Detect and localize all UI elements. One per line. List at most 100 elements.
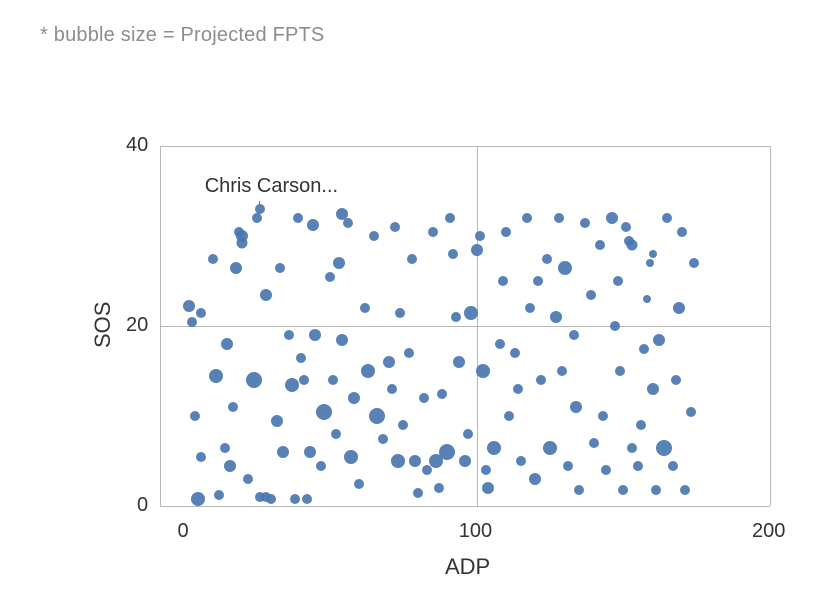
data-bubble[interactable]: [343, 218, 353, 228]
data-bubble[interactable]: [196, 452, 206, 462]
data-bubble[interactable]: [428, 227, 438, 237]
data-bubble[interactable]: [252, 213, 262, 223]
data-bubble[interactable]: [228, 402, 238, 412]
data-bubble[interactable]: [333, 257, 345, 269]
data-bubble[interactable]: [237, 238, 248, 249]
data-bubble[interactable]: [344, 450, 358, 464]
data-bubble[interactable]: [390, 222, 400, 232]
data-bubble[interactable]: [476, 364, 490, 378]
data-bubble[interactable]: [646, 259, 654, 267]
data-bubble[interactable]: [293, 213, 303, 223]
data-bubble[interactable]: [475, 231, 485, 241]
data-bubble[interactable]: [522, 213, 532, 223]
data-bubble[interactable]: [563, 461, 573, 471]
data-bubble[interactable]: [221, 338, 233, 350]
data-bubble[interactable]: [296, 353, 306, 363]
data-bubble[interactable]: [419, 393, 429, 403]
data-bubble[interactable]: [309, 329, 321, 341]
data-bubble[interactable]: [529, 473, 541, 485]
data-bubble[interactable]: [459, 455, 471, 467]
data-bubble[interactable]: [686, 407, 696, 417]
data-bubble[interactable]: [618, 485, 628, 495]
data-bubble[interactable]: [230, 262, 242, 274]
data-bubble[interactable]: [290, 494, 300, 504]
data-bubble[interactable]: [639, 344, 649, 354]
data-bubble[interactable]: [643, 295, 651, 303]
data-bubble[interactable]: [633, 461, 643, 471]
data-bubble[interactable]: [243, 474, 253, 484]
data-bubble[interactable]: [439, 444, 455, 460]
data-bubble[interactable]: [209, 369, 223, 383]
data-bubble[interactable]: [680, 485, 690, 495]
data-bubble[interactable]: [437, 389, 447, 399]
data-bubble[interactable]: [187, 317, 197, 327]
data-bubble[interactable]: [224, 460, 236, 472]
data-bubble[interactable]: [589, 438, 599, 448]
data-bubble[interactable]: [673, 302, 685, 314]
data-bubble[interactable]: [275, 263, 285, 273]
data-bubble[interactable]: [336, 334, 348, 346]
data-bubble[interactable]: [445, 213, 455, 223]
data-bubble[interactable]: [586, 290, 596, 300]
data-bubble[interactable]: [208, 254, 218, 264]
data-bubble[interactable]: [471, 244, 483, 256]
data-bubble[interactable]: [316, 404, 332, 420]
data-bubble[interactable]: [598, 411, 608, 421]
data-bubble[interactable]: [360, 303, 370, 313]
data-bubble[interactable]: [407, 254, 417, 264]
data-bubble[interactable]: [595, 240, 605, 250]
data-bubble[interactable]: [495, 339, 505, 349]
data-bubble[interactable]: [214, 490, 224, 500]
data-bubble[interactable]: [448, 249, 458, 259]
data-bubble[interactable]: [662, 213, 672, 223]
data-bubble[interactable]: [668, 461, 678, 471]
data-bubble[interactable]: [404, 348, 414, 358]
data-bubble[interactable]: [504, 411, 514, 421]
data-bubble[interactable]: [516, 456, 526, 466]
data-bubble[interactable]: [533, 276, 543, 286]
data-bubble[interactable]: [183, 300, 195, 312]
data-bubble[interactable]: [348, 392, 360, 404]
data-bubble[interactable]: [191, 492, 205, 506]
data-bubble[interactable]: [543, 441, 557, 455]
data-bubble[interactable]: [653, 334, 665, 346]
data-bubble[interactable]: [391, 454, 405, 468]
data-bubble[interactable]: [328, 375, 338, 385]
data-bubble[interactable]: [651, 485, 661, 495]
data-bubble[interactable]: [647, 383, 659, 395]
data-bubble[interactable]: [570, 401, 582, 413]
data-bubble[interactable]: [378, 434, 388, 444]
data-bubble[interactable]: [453, 356, 465, 368]
data-bubble[interactable]: [574, 485, 584, 495]
data-bubble[interactable]: [434, 483, 444, 493]
data-bubble[interactable]: [606, 212, 618, 224]
data-bubble[interactable]: [260, 289, 272, 301]
data-bubble[interactable]: [299, 375, 309, 385]
data-bubble[interactable]: [284, 330, 294, 340]
data-bubble[interactable]: [196, 308, 206, 318]
data-bubble[interactable]: [542, 254, 552, 264]
data-bubble[interactable]: [580, 218, 590, 228]
data-bubble[interactable]: [325, 272, 335, 282]
data-bubble[interactable]: [636, 420, 646, 430]
data-bubble[interactable]: [498, 276, 508, 286]
data-bubble[interactable]: [277, 446, 289, 458]
data-bubble[interactable]: [615, 366, 625, 376]
data-bubble[interactable]: [601, 465, 611, 475]
data-bubble[interactable]: [487, 441, 501, 455]
data-bubble[interactable]: [354, 479, 364, 489]
data-bubble[interactable]: [464, 306, 478, 320]
data-bubble[interactable]: [536, 375, 546, 385]
data-bubble[interactable]: [302, 494, 312, 504]
data-bubble[interactable]: [316, 461, 326, 471]
data-bubble[interactable]: [361, 364, 375, 378]
data-bubble[interactable]: [613, 276, 623, 286]
data-bubble[interactable]: [307, 219, 319, 231]
data-bubble[interactable]: [569, 330, 579, 340]
data-bubble[interactable]: [627, 443, 637, 453]
data-bubble[interactable]: [369, 231, 379, 241]
data-bubble[interactable]: [677, 227, 687, 237]
data-bubble[interactable]: [481, 465, 491, 475]
data-bubble[interactable]: [525, 303, 535, 313]
data-bubble[interactable]: [550, 311, 562, 323]
